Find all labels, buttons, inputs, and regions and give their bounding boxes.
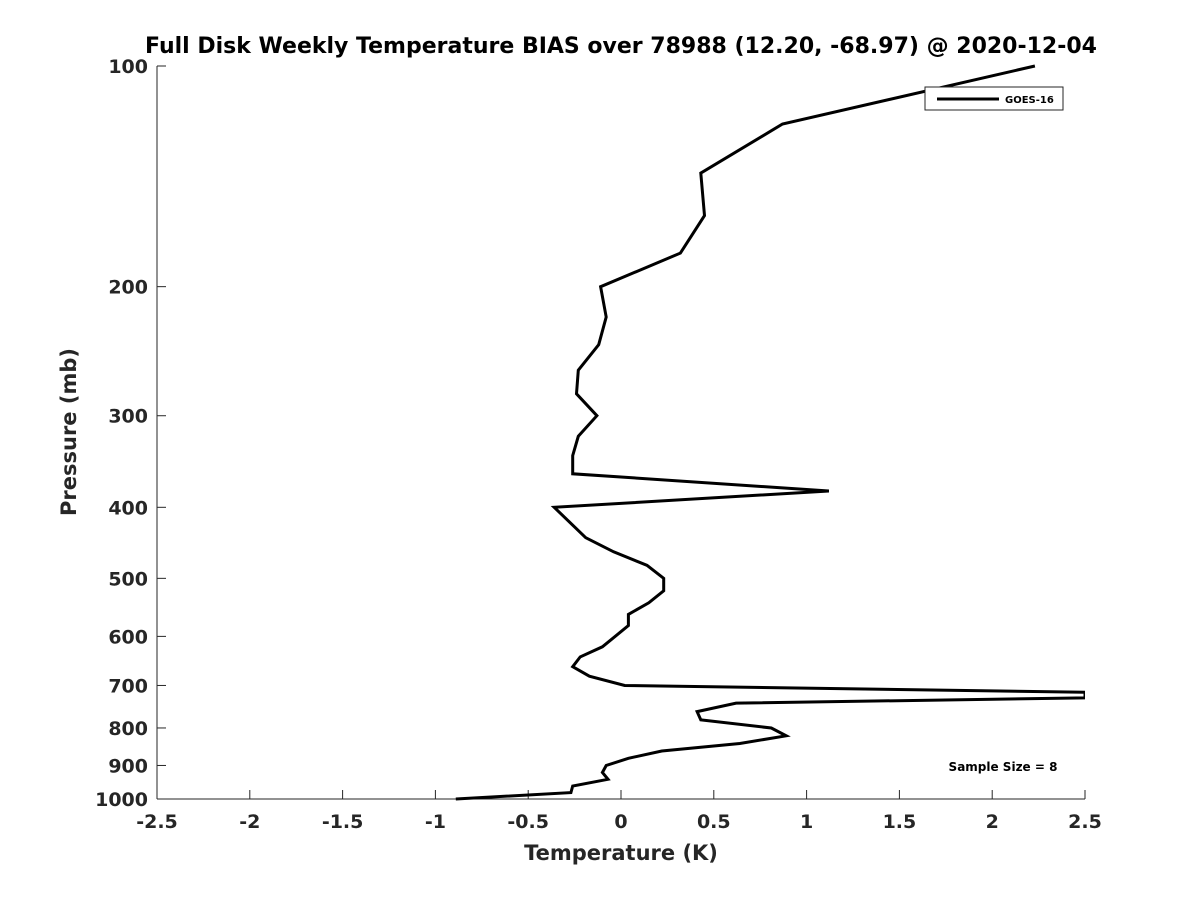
- y-tick-label: 500: [108, 568, 148, 590]
- x-axis-label: Temperature (K): [524, 841, 718, 865]
- chart-title: Full Disk Weekly Temperature BIAS over 7…: [145, 34, 1097, 59]
- y-tick-label: 1000: [95, 789, 148, 811]
- y-tick-label: 200: [108, 277, 148, 299]
- x-tick-label: -1: [425, 811, 446, 833]
- x-tick-label: -1.5: [322, 811, 364, 833]
- x-tick-label: -2: [239, 811, 260, 833]
- x-tick-label: 1: [800, 811, 813, 833]
- y-axis-label: Pressure (mb): [57, 348, 81, 516]
- x-tick-label: 2: [986, 811, 999, 833]
- x-tick-label: 1.5: [883, 811, 917, 833]
- legend-label: GOES-16: [1005, 95, 1054, 106]
- y-tick-label: 100: [108, 56, 148, 78]
- y-tick-label: 700: [108, 675, 148, 697]
- x-tick-label: 0: [614, 811, 627, 833]
- y-tick-label: 600: [108, 626, 148, 648]
- y-tick-label: 300: [108, 406, 148, 428]
- x-tick-label: -0.5: [507, 811, 549, 833]
- series-line-goes16: [455, 64, 1085, 801]
- y-tick-label: 800: [108, 718, 148, 740]
- x-tick-label: -2.5: [136, 811, 178, 833]
- y-tick-label: 900: [108, 755, 148, 777]
- y-tick-label: 400: [108, 497, 148, 519]
- x-tick-label: 0.5: [697, 811, 731, 833]
- sample-size-annotation: Sample Size = 8: [949, 760, 1058, 774]
- legend: GOES-16: [924, 86, 1064, 111]
- x-tick-label: 2.5: [1068, 811, 1102, 833]
